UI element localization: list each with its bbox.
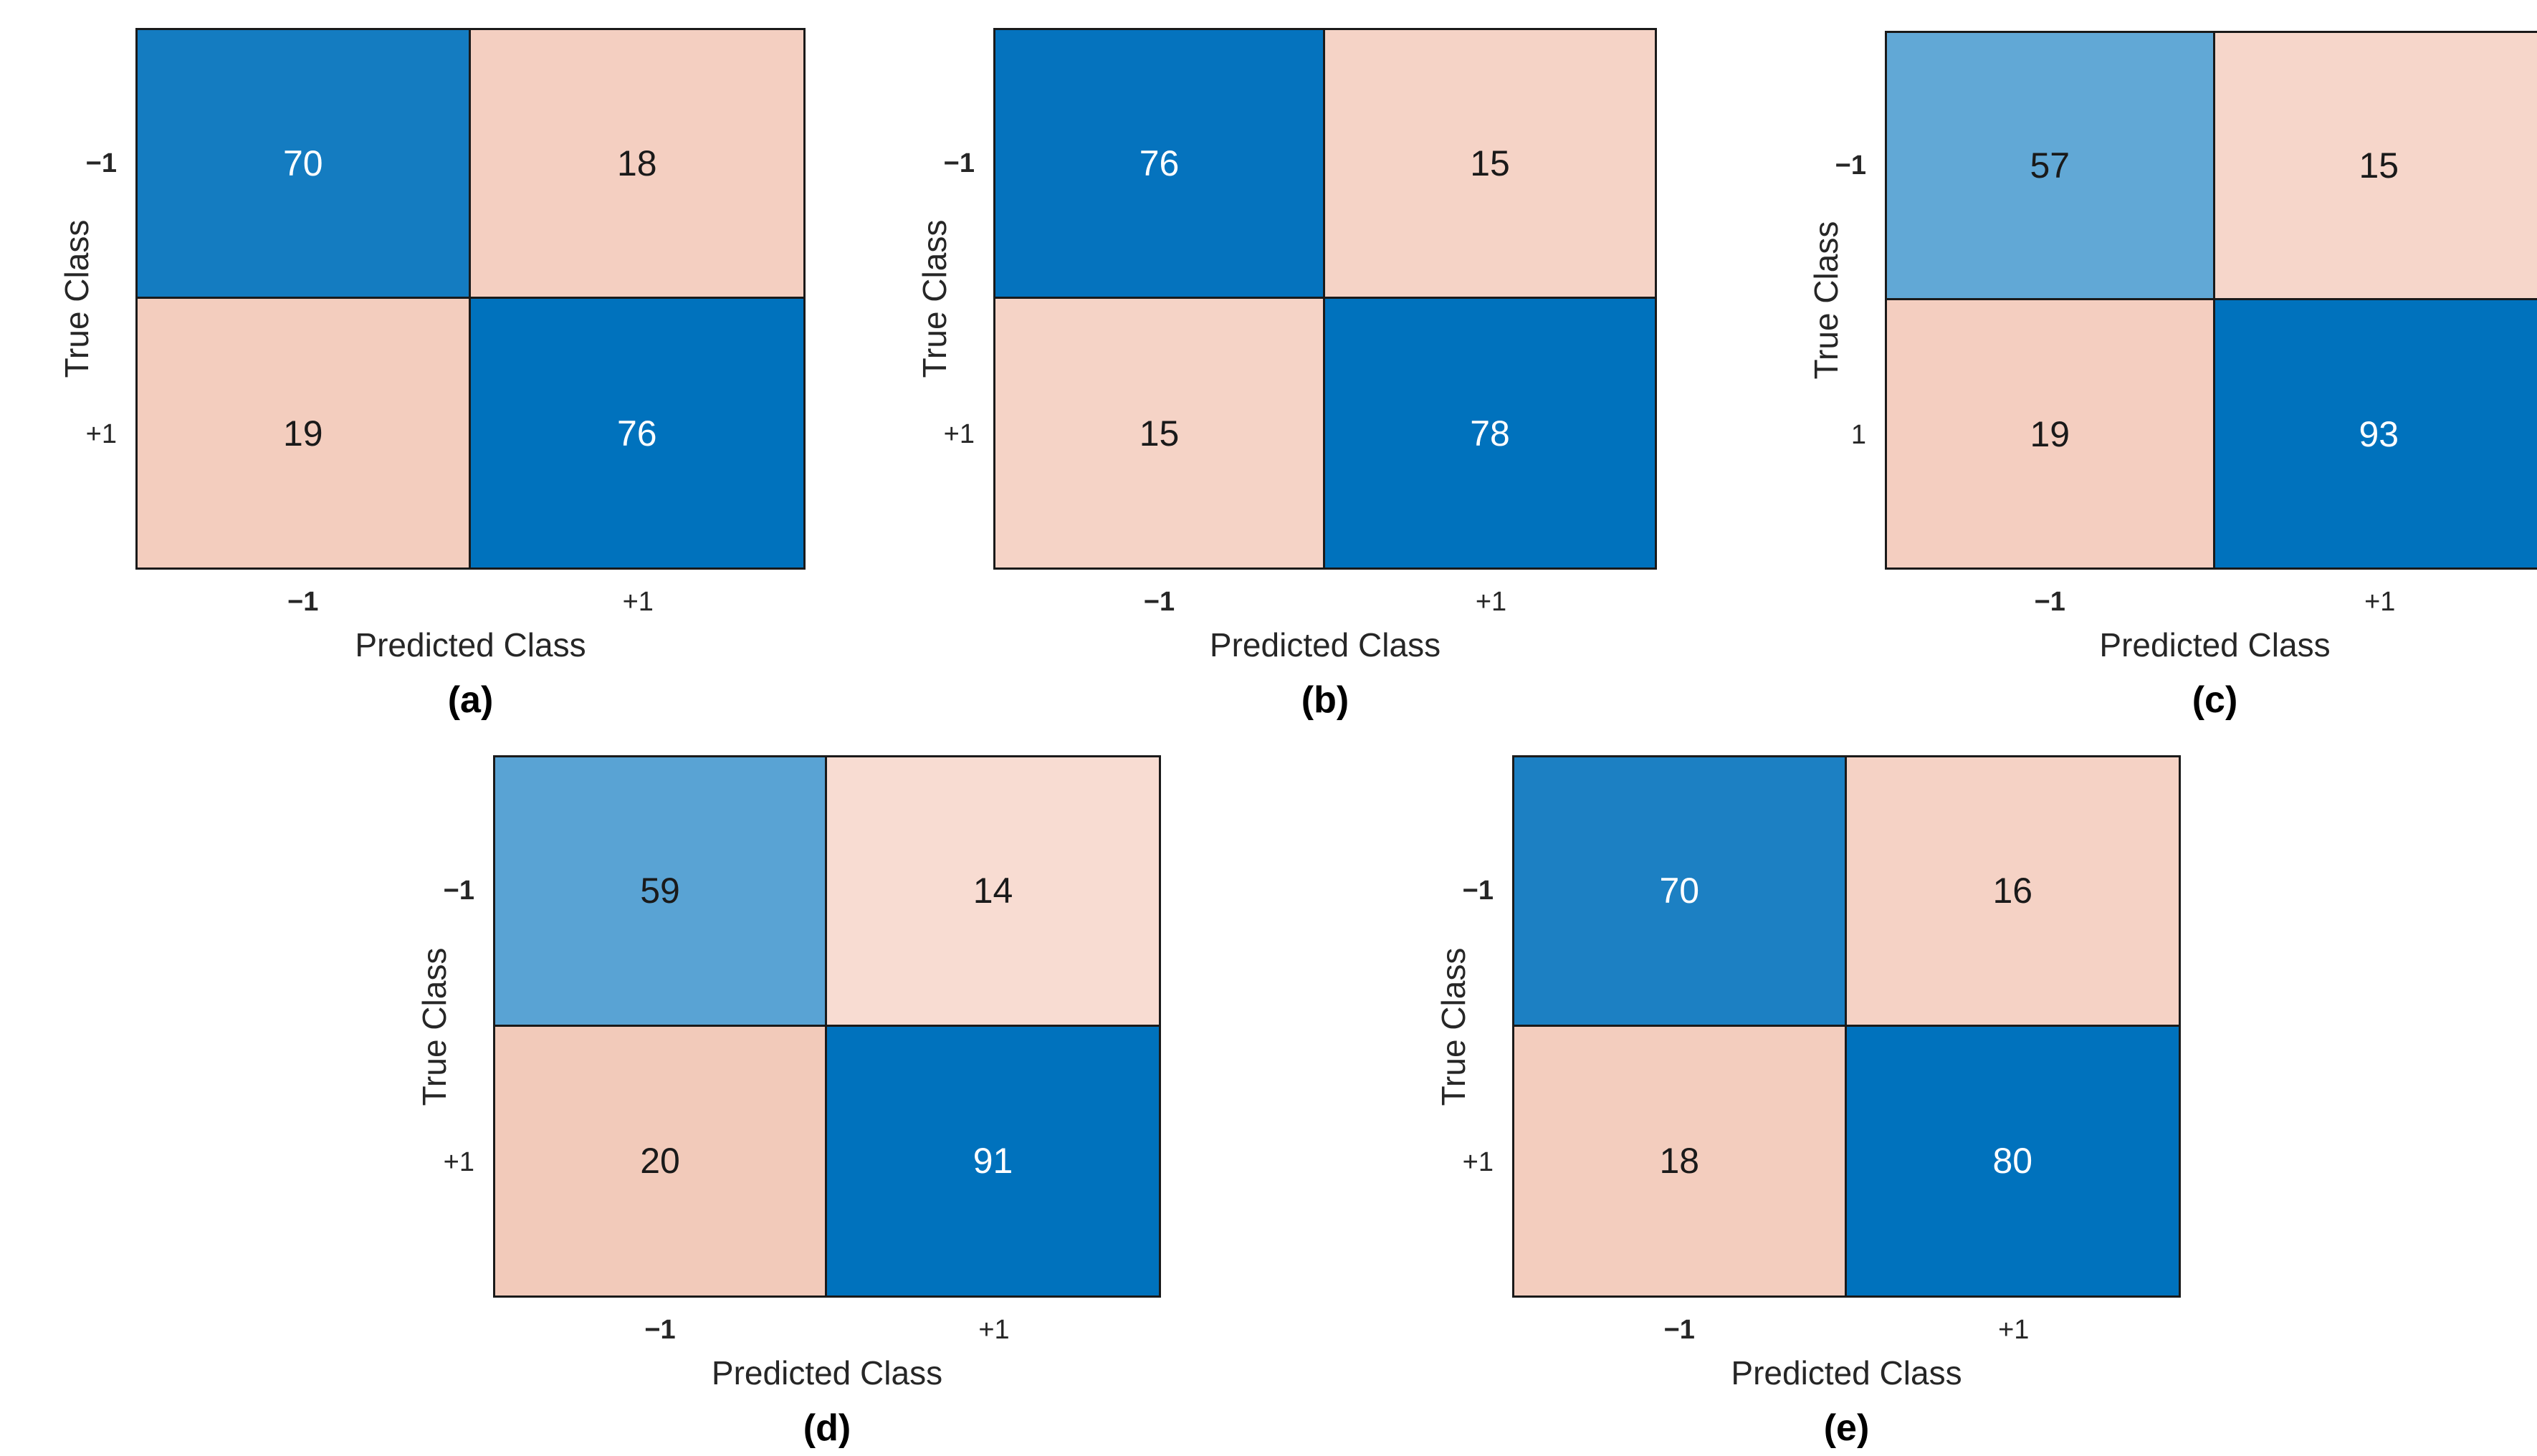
panel-caption: (b) — [1301, 679, 1349, 721]
y-axis-title: True Class — [416, 947, 453, 1106]
x-axis-title: Predicted Class — [2099, 626, 2331, 664]
matrix-cell: 15 — [995, 299, 1325, 567]
y-tick-label: +1 — [1462, 1146, 1494, 1177]
y-axis-title: True Class — [1807, 221, 1845, 380]
confusion-matrix-panel-e: True Class −1 +1 70 16 18 80 −1 +1 Predi… — [1435, 755, 2181, 1447]
matrix-cell: 16 — [1846, 757, 2179, 1027]
matrix-cell: 59 — [495, 757, 827, 1027]
matrix-cell: 19 — [1887, 300, 2215, 567]
y-tick-label: +1 — [85, 419, 117, 449]
matrix-grid: 70 16 18 80 — [1512, 755, 2181, 1298]
matrix-cell: 93 — [2214, 300, 2537, 567]
matrix-cell: 76 — [470, 299, 803, 567]
matrix-cell: 14 — [827, 757, 1159, 1027]
confusion-matrix-panel-a: True Class −1 +1 70 18 19 76 −1 +1 Predi… — [58, 28, 806, 719]
matrix-grid: 59 14 20 91 — [493, 755, 1161, 1298]
matrix-cell: 76 — [995, 30, 1325, 299]
confusion-matrix-panel-b: True Class −1 +1 76 15 15 78 −1 +1 Predi… — [916, 28, 1657, 719]
x-axis-title: Predicted Class — [1209, 626, 1441, 664]
matrix-cell: 20 — [495, 1026, 827, 1295]
x-tick-label: −1 — [2034, 587, 2065, 617]
panel-caption: (c) — [2192, 679, 2238, 721]
matrix-grid: 76 15 15 78 — [993, 28, 1657, 570]
panel-caption: (e) — [1823, 1407, 1870, 1449]
matrix-cell: 78 — [1325, 299, 1655, 567]
x-tick-label: +1 — [2364, 587, 2396, 617]
panel-caption: (a) — [447, 679, 494, 721]
matrix-cell: 19 — [138, 299, 471, 567]
matrix-cell: 70 — [1514, 757, 1847, 1027]
matrix-cell: 18 — [1514, 1026, 1847, 1295]
x-tick-label: −1 — [1663, 1315, 1695, 1345]
matrix-cell: 70 — [138, 30, 471, 299]
x-axis-title: Predicted Class — [355, 626, 586, 664]
x-tick-label: −1 — [644, 1315, 676, 1345]
y-tick-label: −1 — [443, 876, 474, 906]
y-tick-label: −1 — [85, 148, 117, 178]
confusion-matrix-panel-c: True Class −1 1 57 15 19 93 −1 +1 Predic… — [1807, 31, 2537, 719]
y-axis-title: True Class — [916, 219, 953, 378]
x-tick-label: −1 — [287, 587, 319, 617]
panel-caption: (d) — [803, 1407, 851, 1449]
confusion-matrix-panel-d: True Class −1 +1 59 14 20 91 −1 +1 Predi… — [416, 755, 1161, 1447]
matrix-grid: 70 18 19 76 — [135, 28, 806, 570]
y-tick-label: −1 — [1462, 876, 1494, 906]
x-tick-label: +1 — [978, 1315, 1010, 1345]
y-axis-title: True Class — [1435, 947, 1472, 1106]
x-axis-title: Predicted Class — [711, 1354, 943, 1392]
y-tick-label: +1 — [443, 1146, 474, 1177]
matrix-cell: 15 — [2214, 33, 2537, 300]
matrix-grid: 57 15 19 93 — [1885, 31, 2537, 570]
x-tick-label: +1 — [1475, 587, 1507, 617]
y-tick-label: 1 — [1850, 420, 1866, 450]
matrix-cell: 91 — [827, 1026, 1159, 1295]
x-tick-label: +1 — [1998, 1315, 2030, 1345]
matrix-cell: 57 — [1887, 33, 2215, 300]
matrix-cell: 18 — [470, 30, 803, 299]
y-tick-label: +1 — [943, 419, 975, 449]
x-tick-label: +1 — [622, 587, 654, 617]
x-axis-title: Predicted Class — [1731, 1354, 1962, 1392]
y-axis-title: True Class — [58, 219, 95, 378]
x-tick-label: −1 — [1143, 587, 1175, 617]
matrix-cell: 15 — [1325, 30, 1655, 299]
y-tick-label: −1 — [1835, 150, 1866, 181]
y-tick-label: −1 — [943, 148, 975, 178]
matrix-cell: 80 — [1846, 1026, 2179, 1295]
